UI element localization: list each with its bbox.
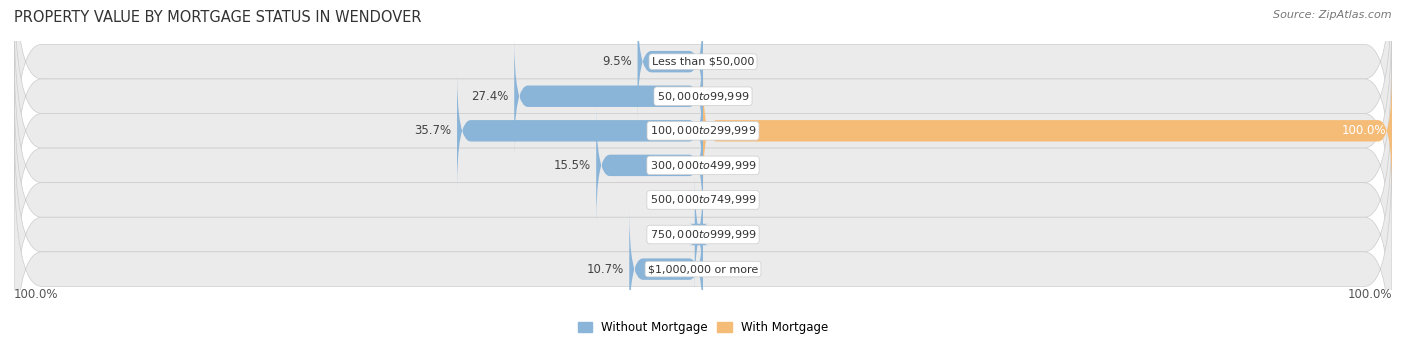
- Text: 10.7%: 10.7%: [586, 263, 624, 276]
- Text: 100.0%: 100.0%: [14, 288, 59, 301]
- Text: 100.0%: 100.0%: [1341, 124, 1386, 137]
- FancyBboxPatch shape: [14, 0, 1392, 217]
- FancyBboxPatch shape: [703, 72, 1392, 189]
- Text: 0.0%: 0.0%: [709, 90, 738, 103]
- Text: 100.0%: 100.0%: [1347, 288, 1392, 301]
- Text: 0.0%: 0.0%: [709, 263, 738, 276]
- FancyBboxPatch shape: [14, 0, 1392, 183]
- Text: $500,000 to $749,999: $500,000 to $749,999: [650, 193, 756, 206]
- Text: 35.7%: 35.7%: [415, 124, 451, 137]
- Text: 0.0%: 0.0%: [668, 193, 697, 206]
- FancyBboxPatch shape: [14, 10, 1392, 252]
- Text: 27.4%: 27.4%: [471, 90, 509, 103]
- Text: 1.2%: 1.2%: [659, 228, 689, 241]
- Text: 9.5%: 9.5%: [602, 55, 633, 68]
- FancyBboxPatch shape: [14, 44, 1392, 286]
- FancyBboxPatch shape: [14, 79, 1392, 321]
- FancyBboxPatch shape: [14, 114, 1392, 341]
- Text: $1,000,000 or more: $1,000,000 or more: [648, 264, 758, 274]
- Text: 15.5%: 15.5%: [554, 159, 591, 172]
- FancyBboxPatch shape: [457, 72, 703, 189]
- Text: $300,000 to $499,999: $300,000 to $499,999: [650, 159, 756, 172]
- FancyBboxPatch shape: [637, 3, 703, 120]
- Text: $750,000 to $999,999: $750,000 to $999,999: [650, 228, 756, 241]
- Text: 0.0%: 0.0%: [709, 55, 738, 68]
- FancyBboxPatch shape: [630, 211, 703, 328]
- Text: Source: ZipAtlas.com: Source: ZipAtlas.com: [1274, 10, 1392, 20]
- Text: 0.0%: 0.0%: [709, 193, 738, 206]
- Legend: Without Mortgage, With Mortgage: Without Mortgage, With Mortgage: [574, 316, 832, 339]
- Text: PROPERTY VALUE BY MORTGAGE STATUS IN WENDOVER: PROPERTY VALUE BY MORTGAGE STATUS IN WEN…: [14, 10, 422, 25]
- Text: 0.0%: 0.0%: [709, 159, 738, 172]
- Text: Less than $50,000: Less than $50,000: [652, 57, 754, 66]
- FancyBboxPatch shape: [14, 148, 1392, 341]
- FancyBboxPatch shape: [689, 176, 709, 293]
- Text: $50,000 to $99,999: $50,000 to $99,999: [657, 90, 749, 103]
- Text: 0.0%: 0.0%: [709, 228, 738, 241]
- FancyBboxPatch shape: [515, 38, 703, 155]
- Text: $100,000 to $299,999: $100,000 to $299,999: [650, 124, 756, 137]
- FancyBboxPatch shape: [596, 107, 703, 224]
